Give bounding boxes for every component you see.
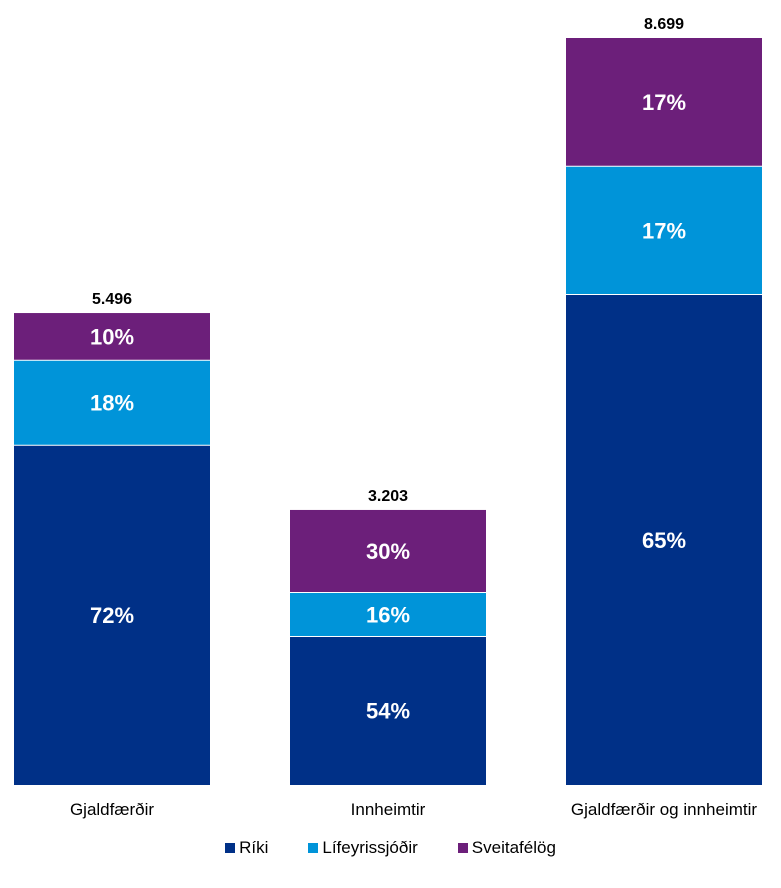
bar-segment-innheimtir-sveitafelog <box>290 509 486 593</box>
bar-segment-gjaldfaerdir-og-innheimtir-riki <box>566 294 762 785</box>
legend-swatch-lifeyrissjodir <box>308 843 319 853</box>
data-label-gjaldfaerdir-og-innheimtir-riki: 65% <box>642 528 686 553</box>
data-label-innheimtir-riki: 54% <box>366 699 410 724</box>
legend-item-sveitafelog: Sveitafélög <box>457 838 556 858</box>
bar-segment-gjaldfaerdir-sveitafelog <box>14 313 210 361</box>
legend-item-riki: Ríki <box>225 838 268 858</box>
legend-label-riki: Ríki <box>239 838 269 857</box>
data-label-gjaldfaerdir-riki: 72% <box>90 603 134 628</box>
bar-segment-gjaldfaerdir-lifeyrissjodir <box>14 360 210 446</box>
data-label-gjaldfaerdir-og-innheimtir-sveitafelog: 17% <box>642 90 686 115</box>
bar-segment-innheimtir-riki <box>290 636 486 785</box>
data-label-innheimtir-sveitafelog: 30% <box>366 539 410 564</box>
total-label-gjaldfaerdir: 5.496 <box>92 291 132 308</box>
data-label-gjaldfaerdir-sveitafelog: 10% <box>90 325 134 350</box>
legend-label-lifeyrissjodir: Lífeyrissjóðir <box>322 838 418 857</box>
bar-segment-innheimtir-lifeyrissjodir <box>290 592 486 637</box>
legend-swatch-sveitafelog <box>457 843 468 853</box>
legend-label-sveitafelog: Sveitafélög <box>471 838 556 857</box>
stacked-bar-chart: 72% 18% 10% 5.496 Gjaldfærðir 54% 16% 30% 3.203 I… <box>14 16 762 819</box>
category-label-gjaldfaerdir: Gjaldfærðir <box>70 800 154 819</box>
bar-segment-gjaldfaerdir-og-innheimtir-lifeyrissjodir <box>566 166 762 295</box>
legend-swatch-riki <box>225 843 236 853</box>
category-label-gjaldfaerdir-og-innheimtir: Gjaldfærðir og innheimtir <box>571 800 757 819</box>
total-label-gjaldfaerdir-og-innheimtir: 8.699 <box>644 16 684 33</box>
legend: Ríki Lífeyrissjóðir Sveitafélög <box>0 838 781 858</box>
data-label-gjaldfaerdir-lifeyrissjodir: 18% <box>90 391 134 416</box>
bar-segment-gjaldfaerdir-riki <box>14 445 210 785</box>
data-label-innheimtir-lifeyrissjodir: 16% <box>366 602 410 627</box>
data-label-gjaldfaerdir-og-innheimtir-lifeyrissjodir: 17% <box>642 218 686 243</box>
category-label-innheimtir: Innheimtir <box>351 800 426 819</box>
bar-segment-gjaldfaerdir-og-innheimtir-sveitafelog <box>566 38 762 167</box>
legend-item-lifeyrissjodir: Lífeyrissjóðir <box>308 838 418 858</box>
total-label-innheimtir: 3.203 <box>368 488 408 505</box>
